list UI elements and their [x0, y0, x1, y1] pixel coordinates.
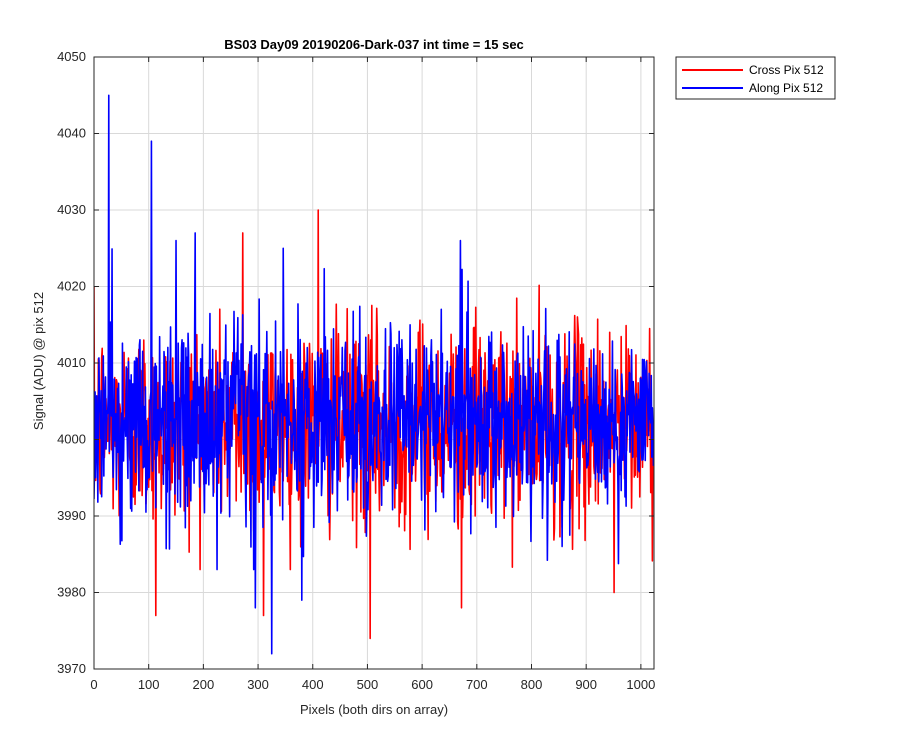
- series-line-along: [94, 94, 654, 655]
- legend-box: [675, 56, 836, 100]
- x-tick-label: 700: [466, 677, 488, 692]
- legend-label-cross: Cross Pix 512: [749, 63, 824, 77]
- x-tick-label: 300: [247, 677, 269, 692]
- y-tick-label: 4050: [57, 49, 86, 64]
- x-tick-label: 800: [521, 677, 543, 692]
- x-tick-label: 200: [193, 677, 215, 692]
- y-tick-label: 4010: [57, 355, 86, 370]
- y-axis-label: Signal (ADU) @ pix 512: [31, 292, 46, 430]
- x-tick-label: 1000: [626, 677, 655, 692]
- y-tick-label: 4020: [57, 279, 86, 294]
- x-tick-label: 400: [302, 677, 324, 692]
- y-tick-label: 3990: [57, 508, 86, 523]
- x-tick-label: 100: [138, 677, 160, 692]
- x-axis-label: Pixels (both dirs on array): [300, 702, 448, 717]
- y-tick-label: 3980: [57, 585, 86, 600]
- y-tick-label: 4030: [57, 202, 86, 217]
- legend: Cross Pix 512 Along Pix 512: [675, 56, 836, 100]
- x-tick-label: 900: [575, 677, 597, 692]
- x-tick-label: 0: [90, 677, 97, 692]
- legend-label-along: Along Pix 512: [749, 81, 823, 95]
- ticks: 0 100 200 300 400 500 600 700 800 900 1000 3970 3980…: [57, 49, 655, 692]
- y-tick-label: 4040: [57, 126, 86, 141]
- y-tick-label: 4000: [57, 432, 86, 447]
- x-tick-label: 600: [411, 677, 433, 692]
- x-tick-label: 500: [357, 677, 379, 692]
- series-layer: [94, 94, 654, 655]
- y-tick-label: 3970: [57, 661, 86, 676]
- chart-title: BS03 Day09 20190206-Dark-037 int time = …: [224, 37, 524, 52]
